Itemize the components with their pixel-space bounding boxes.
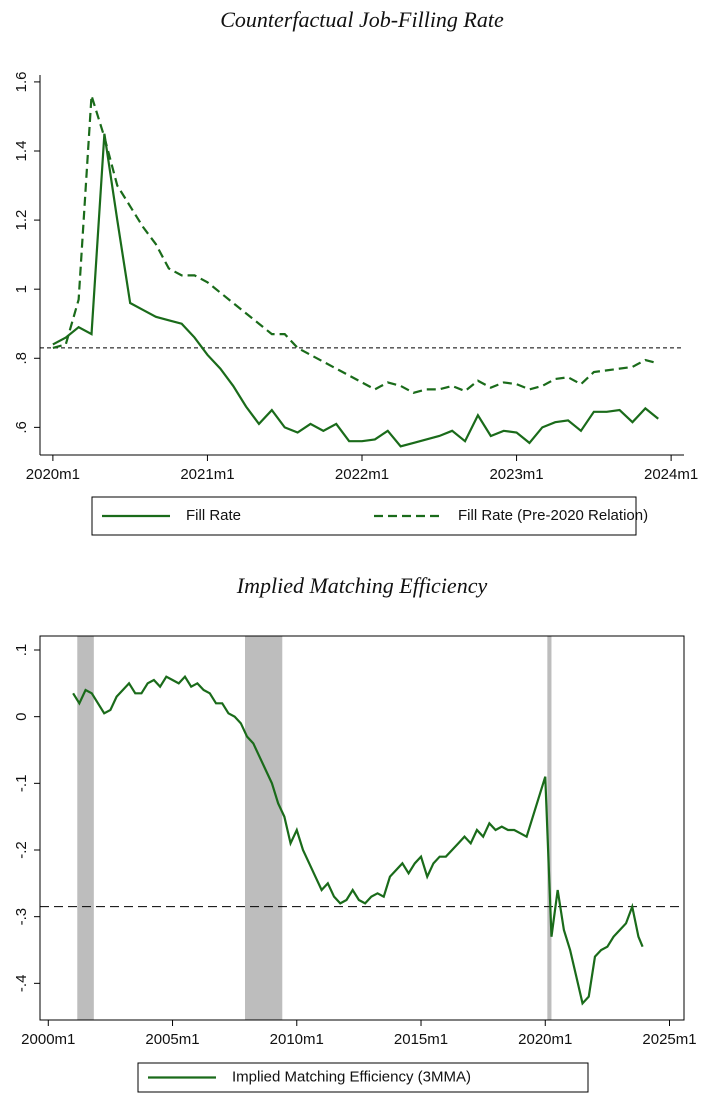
x-tick-label: 2022m1 xyxy=(335,466,389,483)
y-tick-label: -.4 xyxy=(13,975,30,993)
x-tick-label: 2000m1 xyxy=(21,1031,75,1048)
y-tick-label: 0 xyxy=(13,712,30,720)
legend-label: Implied Matching Efficiency (3MMA) xyxy=(232,1068,471,1085)
x-tick-label: 2024m1 xyxy=(644,466,698,483)
y-tick-label: .8 xyxy=(13,352,30,365)
shaded-period xyxy=(77,636,94,1020)
y-tick-label: .6 xyxy=(13,421,30,434)
y-tick-label: -.3 xyxy=(13,908,30,926)
shaded-period xyxy=(245,636,283,1020)
x-tick-label: 2020m1 xyxy=(26,466,80,483)
x-tick-label: 2010m1 xyxy=(270,1031,324,1048)
shaded-period xyxy=(547,636,552,1020)
x-tick-label: 2023m1 xyxy=(489,466,543,483)
y-tick-label: .1 xyxy=(13,644,30,657)
legend-label: Fill Rate (Pre-2020 Relation) xyxy=(458,507,648,524)
series-line xyxy=(52,95,659,394)
series-line xyxy=(52,133,659,448)
legend-label: Fill Rate xyxy=(186,507,241,524)
chart-title: Implied Matching Efficiency xyxy=(236,573,488,598)
chart-title: Counterfactual Job-Filling Rate xyxy=(220,7,504,32)
y-tick-label: -.2 xyxy=(13,841,30,859)
x-tick-label: 2021m1 xyxy=(180,466,234,483)
y-tick-label: 1.2 xyxy=(13,210,30,231)
x-tick-label: 2025m1 xyxy=(642,1031,696,1048)
y-tick-label: 1 xyxy=(13,285,30,293)
y-tick-label: 1.4 xyxy=(13,141,30,162)
y-tick-label: 1.6 xyxy=(13,71,30,92)
plot-frame xyxy=(39,635,685,1021)
x-tick-label: 2020m1 xyxy=(518,1031,572,1048)
y-tick-label: -.1 xyxy=(13,775,30,793)
x-tick-label: 2015m1 xyxy=(394,1031,448,1048)
x-tick-label: 2005m1 xyxy=(145,1031,199,1048)
legend-box xyxy=(91,496,637,536)
series-line xyxy=(72,674,644,1006)
